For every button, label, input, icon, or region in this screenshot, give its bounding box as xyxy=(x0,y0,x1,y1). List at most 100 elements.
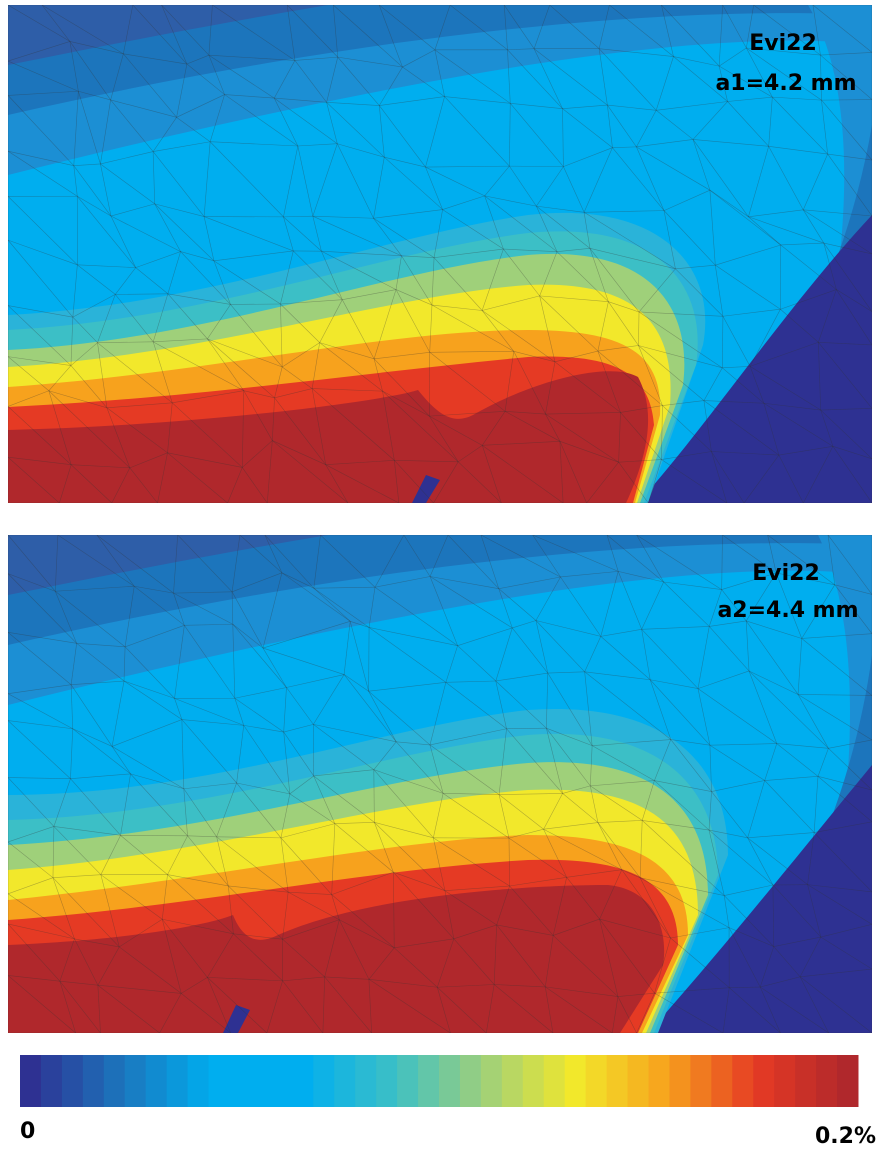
mesh-line xyxy=(545,361,556,415)
mesh-line xyxy=(429,352,506,412)
mesh-line xyxy=(393,872,455,939)
mesh-line xyxy=(612,147,665,211)
mesh-line xyxy=(495,680,507,729)
mesh-line xyxy=(69,41,111,101)
mesh-line xyxy=(321,250,397,290)
mesh-line xyxy=(723,895,730,928)
mesh-line xyxy=(433,837,510,887)
mesh-line xyxy=(130,773,184,790)
mesh-line xyxy=(373,358,383,392)
mesh-line xyxy=(827,535,872,595)
mesh-line xyxy=(494,984,546,988)
mesh-line xyxy=(8,150,78,197)
mesh-line xyxy=(70,728,74,779)
mesh-line xyxy=(231,572,283,593)
mesh-line xyxy=(74,938,120,948)
mesh-line xyxy=(282,938,325,978)
panel-label: a1=4.2 mm xyxy=(715,71,856,96)
mesh-line xyxy=(123,53,187,65)
mesh-line xyxy=(431,257,435,306)
colorbar-step xyxy=(334,1055,356,1107)
mesh-line xyxy=(748,670,799,695)
mesh-line xyxy=(776,743,819,777)
mesh-line xyxy=(129,452,168,469)
mesh-line xyxy=(709,744,765,781)
mesh-line xyxy=(481,310,556,363)
mesh-line xyxy=(111,746,184,790)
mesh-line xyxy=(449,5,508,51)
mesh-line xyxy=(495,627,513,682)
mesh-line xyxy=(620,412,662,460)
mesh-line xyxy=(697,626,710,689)
mesh-line xyxy=(174,698,183,720)
mesh-line xyxy=(820,52,872,56)
mesh-line xyxy=(382,390,430,417)
mesh-line xyxy=(343,674,397,742)
mesh-line xyxy=(715,264,781,310)
mesh-line xyxy=(373,218,435,258)
mesh-line xyxy=(8,684,72,694)
colorbar-step xyxy=(313,1055,335,1107)
mesh-line xyxy=(508,828,544,839)
mesh-line xyxy=(533,48,608,106)
mesh-line xyxy=(294,56,338,61)
mesh-line xyxy=(708,830,725,896)
colorbar-step xyxy=(585,1055,608,1107)
mesh-line xyxy=(562,104,608,109)
mesh-line xyxy=(821,99,872,101)
mesh-line xyxy=(663,210,676,269)
mesh-line xyxy=(617,992,655,997)
mesh-line xyxy=(598,48,608,106)
mesh-line xyxy=(262,621,351,649)
mesh-line xyxy=(119,946,182,994)
mesh-line xyxy=(764,743,778,781)
colorbar-step xyxy=(20,1055,42,1107)
mesh-line xyxy=(394,460,400,503)
mesh-line xyxy=(708,791,712,831)
mesh-line xyxy=(176,117,211,142)
mesh-line xyxy=(817,748,829,777)
mesh-line xyxy=(803,446,834,503)
mesh-line xyxy=(768,146,804,210)
mesh-line xyxy=(745,620,750,671)
mesh-line xyxy=(313,586,375,589)
mesh-line xyxy=(562,108,613,148)
mesh-line xyxy=(134,585,185,626)
colorbar-step xyxy=(816,1055,838,1107)
colorbar-step xyxy=(480,1055,503,1107)
mesh-line xyxy=(566,877,600,920)
mesh-line xyxy=(54,591,77,644)
mesh-line xyxy=(111,746,131,775)
mesh-line xyxy=(827,153,872,217)
mesh-line xyxy=(342,299,375,359)
mesh-line xyxy=(8,5,71,42)
mesh-line xyxy=(72,294,116,318)
mesh-line xyxy=(547,672,593,746)
mesh-line xyxy=(543,793,563,830)
mesh-line xyxy=(283,731,314,777)
mesh-line xyxy=(611,996,619,1033)
mesh-line xyxy=(106,407,168,454)
mesh-line xyxy=(711,791,748,839)
mesh-line xyxy=(661,451,712,460)
contour-panel: Evi22 a2=4.4 mm xyxy=(8,535,872,1033)
mesh-line xyxy=(319,342,375,360)
mesh-line xyxy=(236,782,290,795)
mesh-line xyxy=(152,293,169,342)
mesh-line xyxy=(641,629,699,689)
colorbar-step xyxy=(376,1055,398,1107)
mesh-line xyxy=(273,60,296,99)
mesh-line xyxy=(607,104,657,111)
mesh-line xyxy=(663,210,716,266)
mesh-line xyxy=(313,587,370,628)
mesh-line xyxy=(374,822,446,891)
mesh-line xyxy=(823,242,872,255)
mesh-line xyxy=(650,679,699,689)
mesh-line xyxy=(767,535,835,586)
mesh-line xyxy=(331,894,340,920)
mesh-line xyxy=(543,829,567,878)
mesh-line xyxy=(106,407,131,468)
colorbar-max-label: 0.2% xyxy=(815,1124,876,1149)
mesh-line xyxy=(97,946,120,986)
mesh-line xyxy=(803,209,872,217)
